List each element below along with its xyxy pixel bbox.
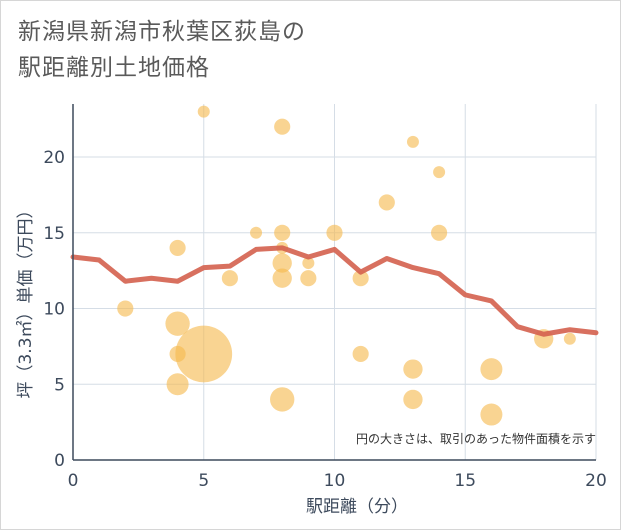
bubble-layer xyxy=(117,105,576,426)
size-note: 円の大きさは、取引のあった物件面積を示す xyxy=(356,431,596,446)
x-tick-label-4: 20 xyxy=(585,471,607,491)
grid-lines xyxy=(73,104,597,460)
bubble-point-6 xyxy=(274,224,291,241)
trend-line xyxy=(70,245,599,337)
bubble-point-28 xyxy=(403,389,423,410)
bubble-point-0 xyxy=(197,105,210,118)
y-axis-label: 坪（3.3㎡）単価（万円） xyxy=(16,201,36,398)
bubble-point-25 xyxy=(563,332,576,345)
bubble-point-22 xyxy=(403,359,423,379)
bubble-point-27 xyxy=(270,387,295,412)
y-tick-label-1: 5 xyxy=(54,375,65,395)
y-tick-label-4: 20 xyxy=(43,148,65,168)
x-axis-label: 駅距離（分） xyxy=(306,497,408,517)
bubble-point-13 xyxy=(221,270,238,287)
bubble-point-11 xyxy=(272,253,292,273)
chart-title: 新潟県新潟市秋葉区荻島の 駅距離別土地価格 xyxy=(18,14,306,86)
chart-title-line2: 駅距離別土地価格 xyxy=(18,55,210,81)
x-tick-label-1: 5 xyxy=(198,471,209,491)
y-tick-label-3: 15 xyxy=(43,224,65,244)
bubble-point-21 xyxy=(352,345,369,363)
bubble-point-12 xyxy=(302,257,315,270)
bubble-point-1 xyxy=(274,118,291,135)
y-tick-label-0: 0 xyxy=(54,451,65,471)
bubble-point-16 xyxy=(352,270,369,287)
bubble-point-15 xyxy=(300,270,317,287)
trend-line-layer xyxy=(70,245,599,337)
bubble-point-3 xyxy=(433,166,446,179)
bubble-point-14 xyxy=(272,268,292,288)
bubble-point-5 xyxy=(250,226,263,239)
bubble-point-8 xyxy=(431,224,448,241)
bubble-point-4 xyxy=(378,194,395,211)
bubble-point-7 xyxy=(326,224,343,241)
bubble-point-2 xyxy=(406,135,419,148)
bubble-point-18 xyxy=(165,311,190,336)
bubble-point-17 xyxy=(117,300,134,317)
bubble-point-29 xyxy=(480,403,503,426)
bubble-point-23 xyxy=(480,358,503,381)
x-tick-label-0: 0 xyxy=(68,471,79,491)
bubble-point-20 xyxy=(169,345,186,363)
bubble-point-26 xyxy=(166,373,189,396)
bubble-point-9 xyxy=(169,239,186,256)
bubble-point-19 xyxy=(175,325,233,383)
chart-title-line1: 新潟県新潟市秋葉区荻島の xyxy=(18,19,306,45)
x-tick-label-3: 15 xyxy=(454,471,476,491)
y-tick-label-2: 10 xyxy=(43,300,65,320)
x-tick-label-2: 10 xyxy=(324,471,346,491)
axes: 0 5 10 15 20 0 5 10 15 20 xyxy=(43,104,607,491)
